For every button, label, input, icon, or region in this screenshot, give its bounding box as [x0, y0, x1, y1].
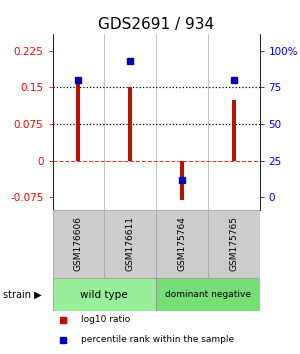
Title: GDS2691 / 934: GDS2691 / 934: [98, 17, 214, 33]
Bar: [76, 81, 80, 161]
Text: GSM176606: GSM176606: [74, 216, 83, 272]
Bar: [208, 210, 260, 278]
Bar: [52, 210, 104, 278]
Bar: [232, 99, 236, 161]
Bar: [104, 210, 156, 278]
Text: wild type: wild type: [80, 290, 128, 300]
Bar: [128, 87, 132, 161]
Text: log10 ratio: log10 ratio: [82, 315, 131, 325]
Text: dominant negative: dominant negative: [165, 290, 251, 299]
Bar: [52, 278, 156, 312]
Bar: [156, 210, 208, 278]
Bar: [156, 278, 260, 312]
Text: GSM176611: GSM176611: [126, 216, 135, 272]
Text: strain ▶: strain ▶: [3, 290, 42, 300]
Bar: [180, 161, 184, 200]
Text: GSM175765: GSM175765: [229, 216, 238, 272]
Text: percentile rank within the sample: percentile rank within the sample: [82, 335, 235, 344]
Text: GSM175764: GSM175764: [177, 216, 186, 271]
